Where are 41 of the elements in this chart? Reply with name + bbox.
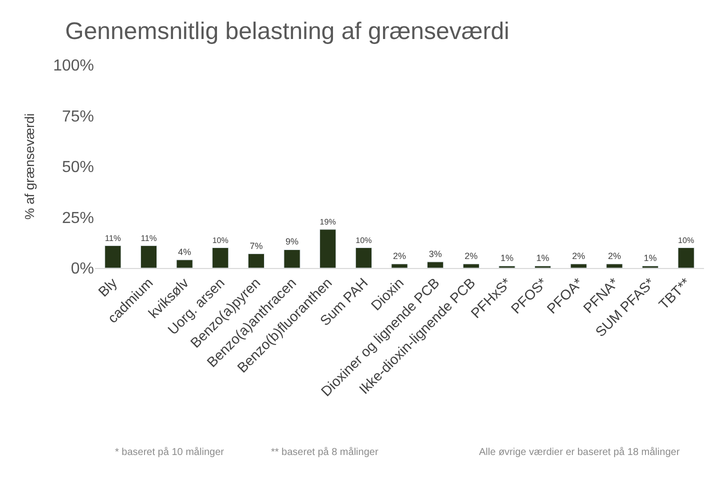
y-tick-label: 0%	[70, 260, 94, 278]
data-label: 10%	[212, 236, 228, 245]
bar	[104, 245, 122, 268]
y-tick-label: 100%	[53, 58, 94, 75]
data-label: 3%	[428, 248, 442, 259]
data-label: 2%	[608, 250, 621, 261]
text: * baseret på 10 målinger	[115, 446, 225, 458]
chart-title: Gennemsnitlig belastning af grænseværdi	[65, 18, 510, 46]
bar	[284, 249, 300, 268]
data-label: 1%	[536, 252, 550, 263]
bar	[462, 264, 480, 268]
bar	[678, 247, 694, 268]
bar	[176, 260, 193, 268]
bar	[320, 229, 336, 268]
bar	[212, 247, 229, 268]
bar	[140, 245, 158, 268]
bar	[355, 247, 372, 268]
data-label: 2%	[572, 250, 586, 261]
bar	[427, 262, 444, 268]
bar	[391, 264, 408, 268]
text: Alle øvrige værdier er baseret på 18 målinger	[479, 446, 680, 458]
data-label: 4%	[178, 246, 192, 257]
data-label: 1%	[644, 252, 657, 263]
text: ** baseret på 8 målinger	[271, 446, 379, 458]
bar	[606, 264, 623, 268]
data-label: 11%	[104, 232, 122, 243]
y-tick-label: 25%	[62, 210, 94, 227]
data-label: 10%	[678, 236, 694, 245]
data-label: 11%	[140, 232, 158, 243]
data-label: 2%	[464, 250, 478, 261]
data-label: 2%	[392, 250, 406, 261]
y-axis-title: % af grænseværdi	[22, 113, 38, 220]
data-label: 19%	[320, 218, 336, 227]
data-label: 10%	[356, 236, 372, 245]
bar	[248, 254, 265, 268]
y-tick-label: 50%	[62, 159, 94, 176]
data-label: 7%	[250, 240, 263, 251]
y-tick-label: 75%	[62, 108, 94, 126]
data-label: 1%	[500, 252, 514, 263]
data-label: 9%	[286, 236, 299, 247]
bar	[570, 264, 587, 268]
